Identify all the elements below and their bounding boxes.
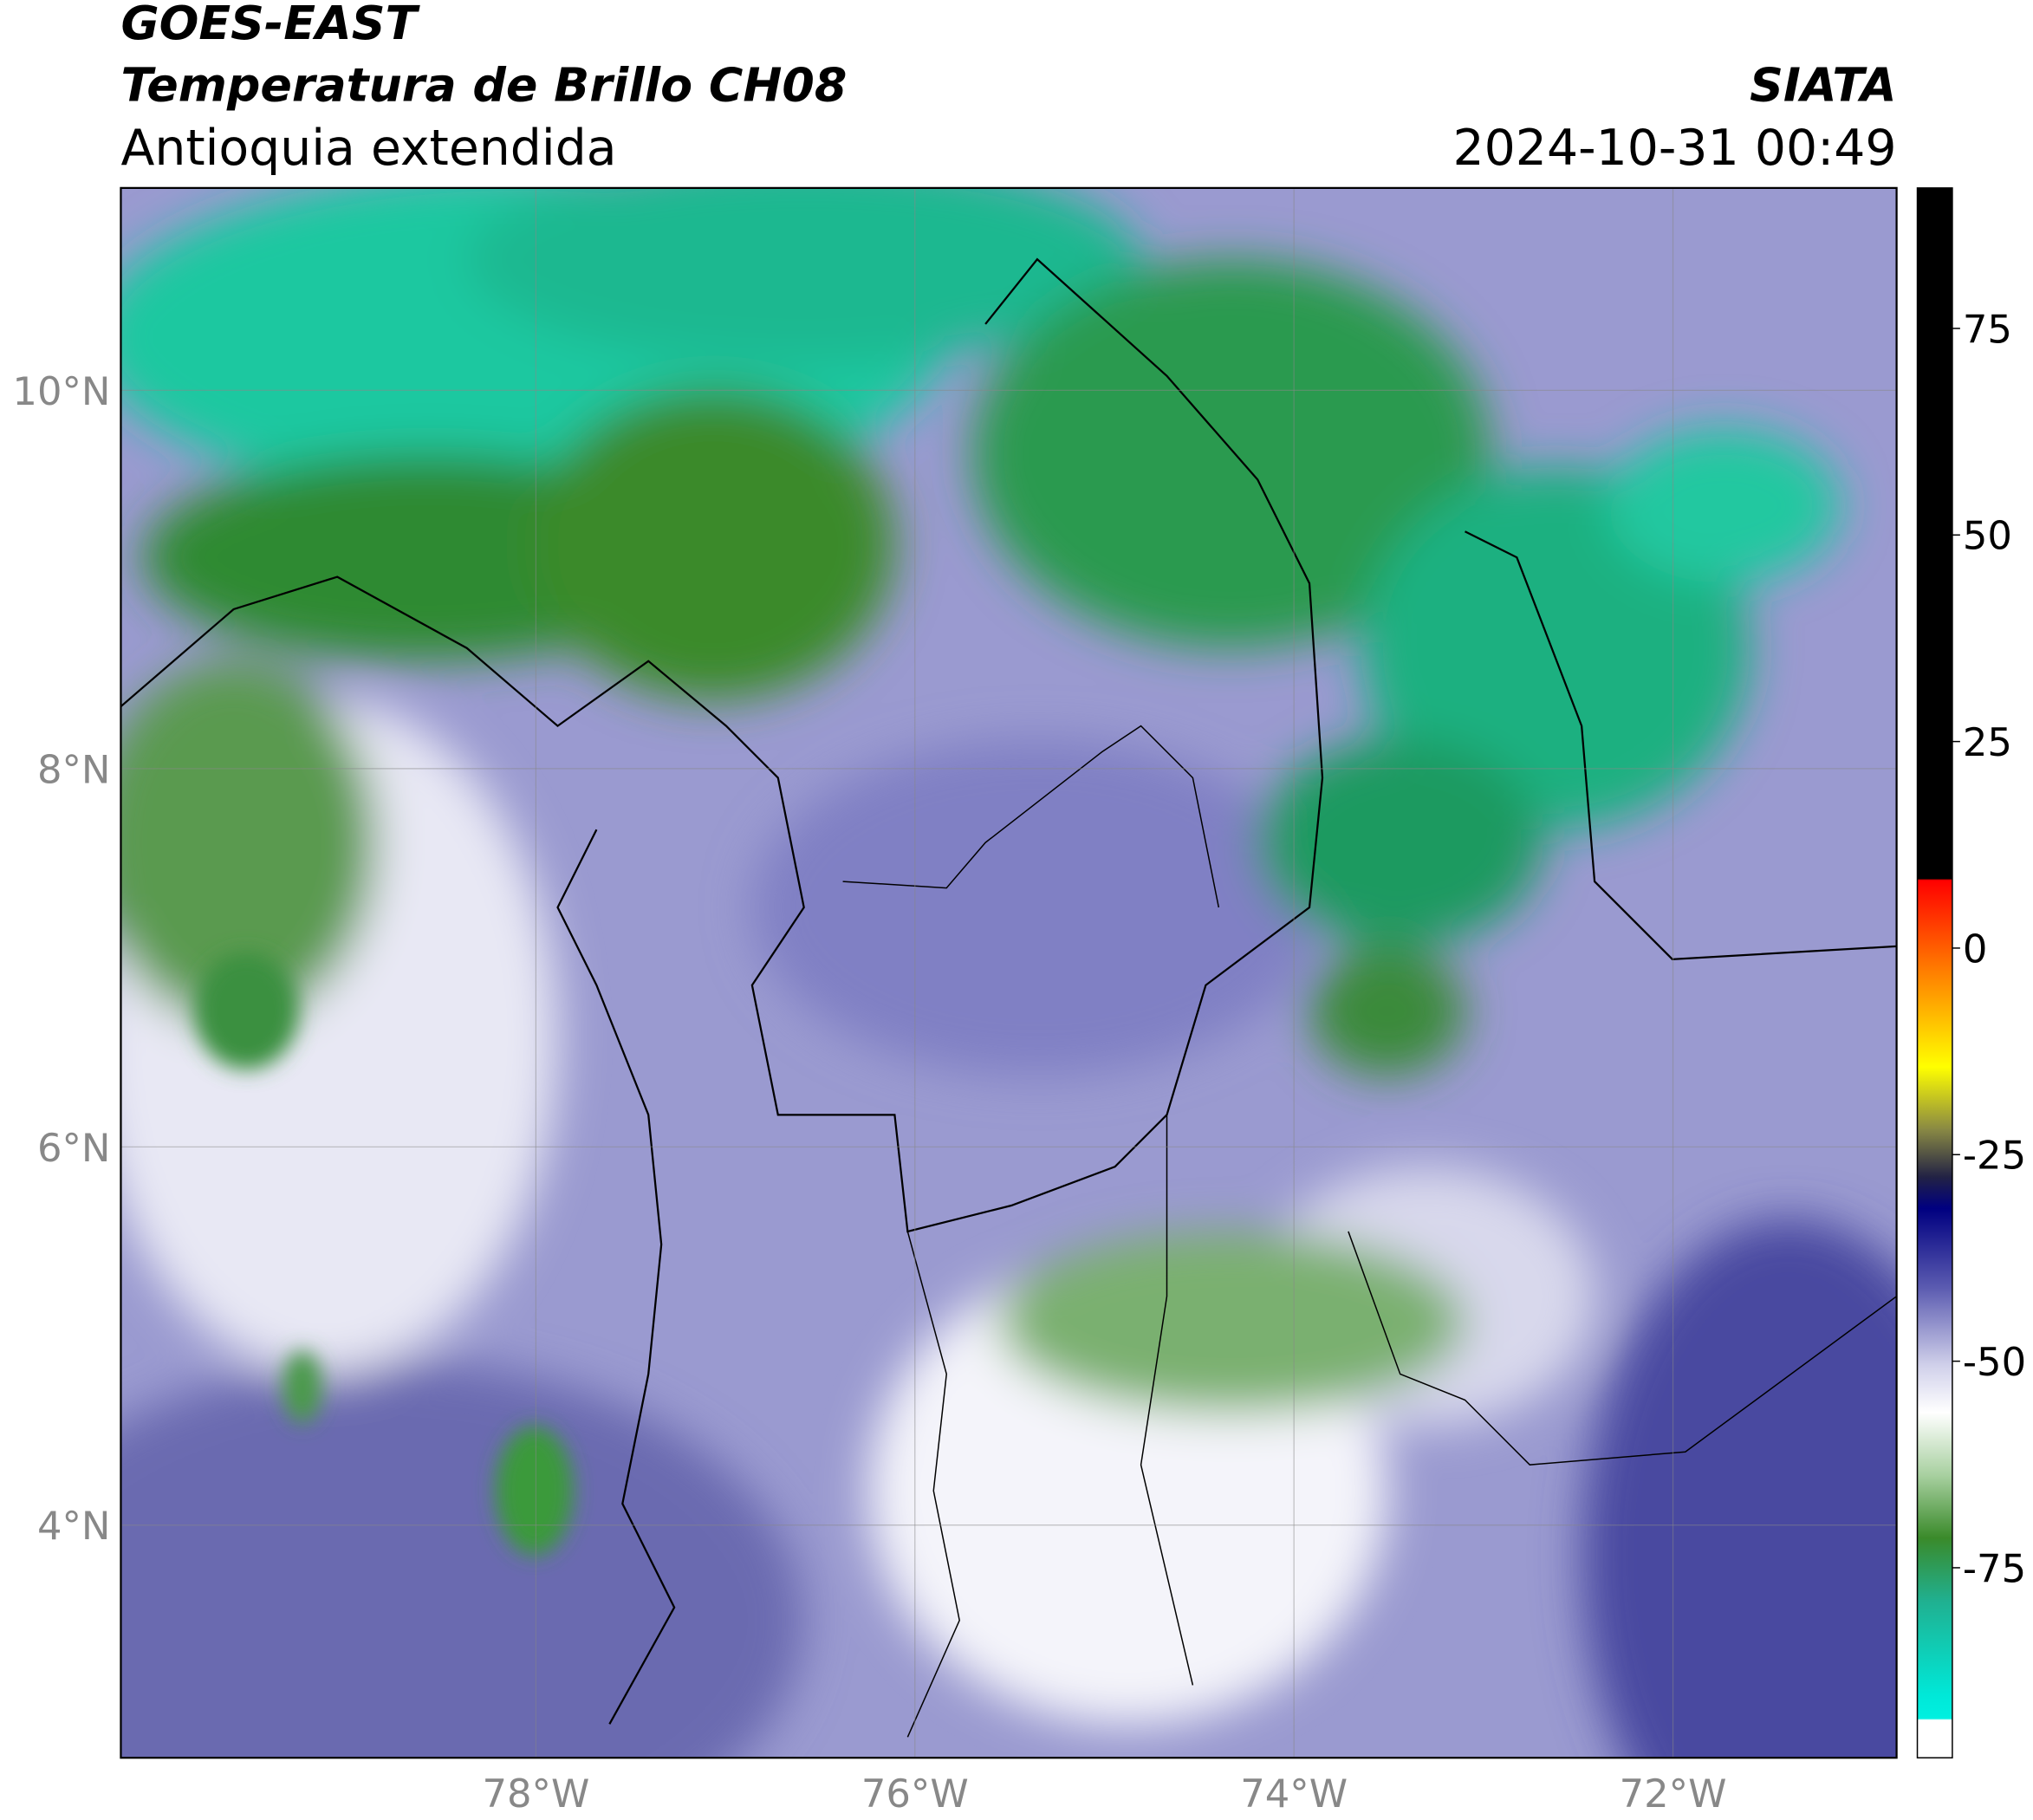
colorbar-tick-label: 75	[1963, 306, 2012, 352]
colorbar-tick-label: 50	[1963, 513, 2012, 559]
colorbar	[1916, 187, 1953, 1758]
graticule	[120, 187, 1897, 1758]
colorbar-tick-label: 0	[1963, 926, 1988, 972]
x-tick-label: 72°W	[1620, 1771, 1727, 1817]
y-tick-label: 10°N	[12, 368, 110, 414]
satellite-image	[120, 187, 1897, 1758]
satellite-title: GOES-EAST	[120, 0, 420, 50]
x-tick-label: 76°W	[861, 1771, 969, 1817]
y-tick-label: 4°N	[37, 1503, 111, 1549]
colorbar-tick-label: -75	[1963, 1545, 2026, 1591]
product-title: Temperatura de Brillo CH08	[120, 58, 847, 113]
colorbar-tick-label: 25	[1963, 719, 2012, 765]
y-tick-label: 6°N	[37, 1125, 111, 1171]
datetime: 2024-10-31 00:49	[1453, 120, 1897, 177]
x-tick-label: 78°W	[482, 1771, 589, 1817]
region-subtitle: Antioquia extendida	[120, 120, 616, 177]
x-tick-label: 74°W	[1240, 1771, 1348, 1817]
colorbar-tick-label: -50	[1963, 1339, 2026, 1385]
map-frame	[120, 186, 1898, 1759]
agency-title: SIATA	[1750, 58, 1897, 113]
y-tick-label: 8°N	[37, 746, 111, 792]
colorbar-tick-label: -25	[1963, 1133, 2026, 1179]
coastlines-borders	[120, 257, 1897, 1725]
admin-borders	[842, 725, 1897, 1738]
